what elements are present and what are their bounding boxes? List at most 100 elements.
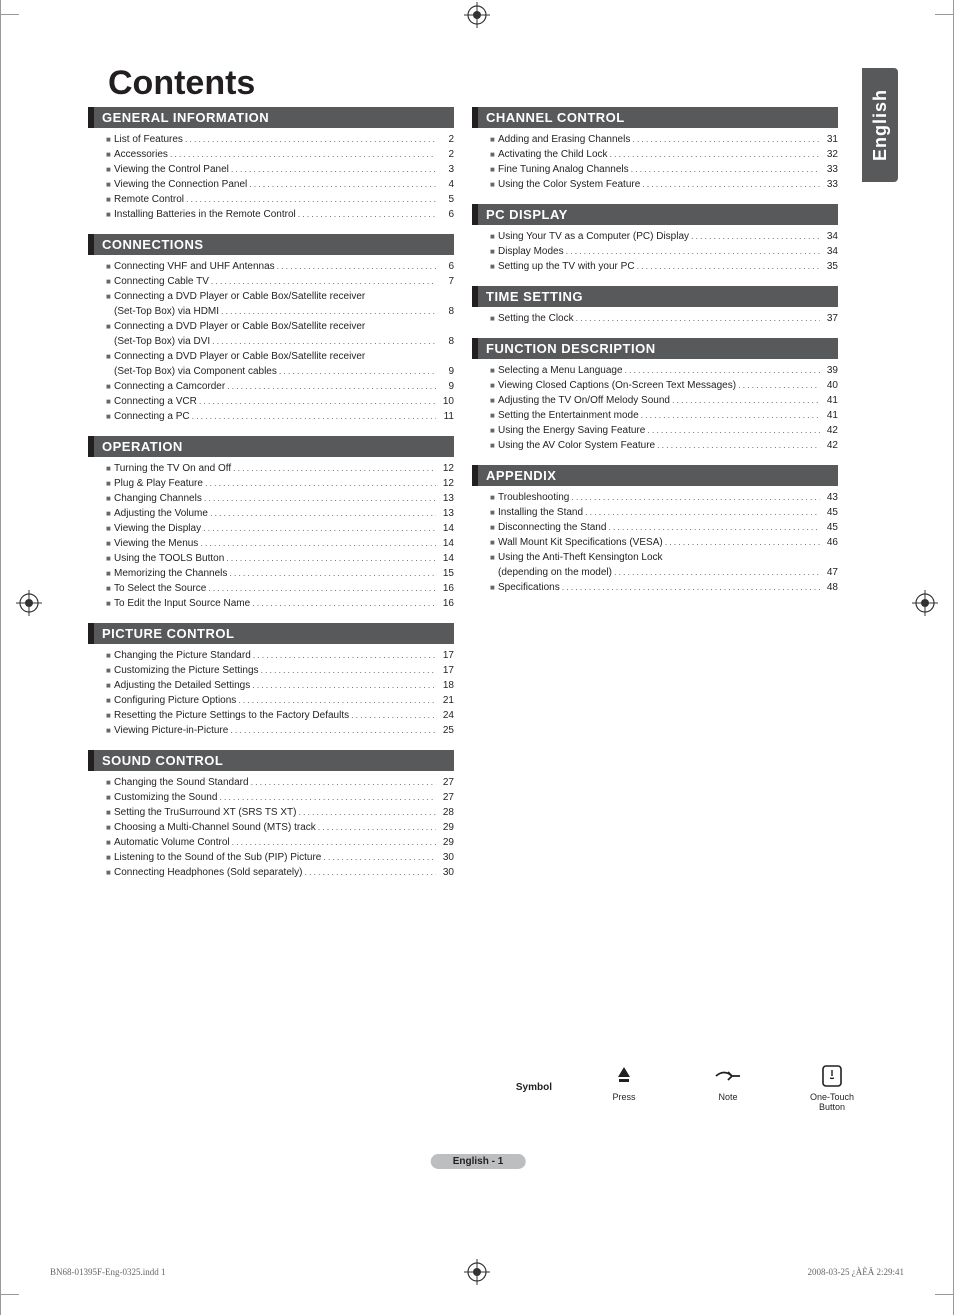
leader-dots: [302, 866, 436, 880]
leader-dots: [560, 581, 820, 595]
toc-item: ■Wall Mount Kit Specifications (VESA)46: [490, 535, 838, 550]
page-content: English Contents GENERAL INFORMATION■Lis…: [88, 64, 868, 1224]
section-header: SOUND CONTROL: [88, 750, 454, 771]
toc-page-number: 3: [436, 162, 454, 177]
toc-page-number: 46: [820, 535, 838, 550]
bullet-icon: ■: [106, 149, 114, 161]
toc-item: ■Installing Batteries in the Remote Cont…: [106, 207, 454, 222]
toc-label: Troubleshooting: [498, 490, 569, 505]
toc-page-number: 13: [436, 506, 454, 521]
toc-item: ■Installing the Stand45: [490, 505, 838, 520]
toc-item: ■Customizing the Picture Settings17: [106, 663, 454, 678]
toc-item: ■Resetting the Picture Settings to the F…: [106, 708, 454, 723]
leader-dots: [569, 491, 820, 505]
note-icon: [696, 1064, 760, 1088]
toc-label: Plug & Play Feature: [114, 476, 203, 491]
toc-label: Setting the Entertainment mode: [498, 408, 639, 423]
bullet-icon: ■: [106, 508, 114, 520]
leader-dots: [206, 582, 436, 596]
toc-item: ■Memorizing the Channels15: [106, 566, 454, 581]
toc-item: ■Viewing Closed Captions (On-Screen Text…: [490, 378, 838, 393]
toc-page-number: 16: [436, 581, 454, 596]
bullet-icon: ■: [106, 837, 114, 849]
toc-label: Listening to the Sound of the Sub (PIP) …: [114, 850, 321, 865]
leader-dots: [231, 462, 436, 476]
toc-item: ■Connecting VHF and UHF Antennas6: [106, 259, 454, 274]
leader-dots: [217, 791, 436, 805]
toc-page-number: 33: [820, 177, 838, 192]
toc-item: ■Listening to the Sound of the Sub (PIP)…: [106, 850, 454, 865]
toc-item: ■Adjusting the Volume13: [106, 506, 454, 521]
bullet-icon: ■: [490, 164, 498, 176]
leader-dots: [296, 208, 436, 222]
toc-item: ■Setting the Entertainment mode41: [490, 408, 838, 423]
page-number-pill: English - 1: [431, 1154, 526, 1169]
toc-item-list: ■Connecting VHF and UHF Antennas6■Connec…: [88, 255, 454, 430]
leader-dots: [663, 536, 820, 550]
leader-dots: [349, 709, 436, 723]
toc-item: ■Fine Tuning Analog Channels33: [490, 162, 838, 177]
toc-page-number: 25: [436, 723, 454, 738]
toc-item: ■Viewing the Menus14: [106, 536, 454, 551]
toc-label: Installing the Stand: [498, 505, 583, 520]
leader-dots: [275, 260, 436, 274]
toc-item-list: ■Troubleshooting43■Installing the Stand4…: [472, 486, 838, 601]
crop-mark: [935, 1294, 953, 1295]
leader-dots: [608, 148, 820, 162]
toc-label: Connecting a DVD Player or Cable Box/Sat…: [114, 349, 454, 364]
page-number-footer: English - 1: [431, 1154, 526, 1169]
toc-page-number: 14: [436, 551, 454, 566]
toc-page-number: 40: [820, 378, 838, 393]
bullet-icon: ■: [106, 493, 114, 505]
toc-page-number: 29: [436, 820, 454, 835]
toc-label: Using the TOOLS Button: [114, 551, 224, 566]
bullet-icon: ■: [490, 246, 498, 258]
leader-dots: [229, 163, 436, 177]
bullet-icon: ■: [106, 209, 114, 221]
toc-label: Connecting a DVD Player or Cable Box/Sat…: [114, 289, 454, 304]
leader-dots: [736, 379, 820, 393]
leader-dots: [202, 492, 436, 506]
bullet-icon: ■: [490, 261, 498, 273]
bullet-icon: ■: [490, 395, 498, 407]
bullet-icon: ■: [490, 380, 498, 392]
bullet-icon: ■: [490, 149, 498, 161]
bullet-icon: ■: [106, 321, 114, 333]
toc-label: Connecting a Camcorder: [114, 379, 225, 394]
toc-page-number: 8: [436, 334, 454, 349]
toc-item: ■Customizing the Sound27: [106, 790, 454, 805]
toc-label: Connecting Headphones (Sold separately): [114, 865, 302, 880]
leader-dots: [277, 365, 436, 379]
leader-dots: [670, 394, 820, 408]
toc-item-list: ■Changing the Picture Standard17■Customi…: [88, 644, 454, 744]
bullet-icon: ■: [106, 807, 114, 819]
leader-dots: [689, 230, 820, 244]
footer-timestamp: 2008-03-25 ¿ÀÈÄ 2:29:41: [808, 1267, 905, 1277]
legend-item-press: Press: [592, 1064, 656, 1102]
legend-item-one-touch: One-Touch Button: [800, 1064, 864, 1112]
bullet-icon: ■: [490, 507, 498, 519]
leader-dots: [236, 694, 436, 708]
leader-dots: [183, 133, 436, 147]
page-title: Contents: [108, 64, 868, 103]
section-header: TIME SETTING: [472, 286, 838, 307]
toc-item: ■Connecting a DVD Player or Cable Box/Sa…: [106, 319, 454, 349]
toc-page-number: 2: [436, 147, 454, 162]
crop-mark: [935, 14, 953, 15]
toc-label: Wall Mount Kit Specifications (VESA): [498, 535, 663, 550]
toc-item: ■Activating the Child Lock32: [490, 147, 838, 162]
toc-item: ■Remote Control5: [106, 192, 454, 207]
legend-caption: Press: [592, 1092, 656, 1102]
bullet-icon: ■: [106, 583, 114, 595]
toc-label: Changing the Sound Standard: [114, 775, 249, 790]
toc-item: ■Viewing the Display14: [106, 521, 454, 536]
leader-dots: [184, 193, 436, 207]
leader-dots: [639, 409, 820, 423]
toc-item: ■Setting the Clock37: [490, 311, 838, 326]
toc-item: ■To Edit the Input Source Name16: [106, 596, 454, 611]
toc-item-list: ■List of Features2■Accessories2■Viewing …: [88, 128, 454, 228]
toc-page-number: 31: [820, 132, 838, 147]
toc-subline: (depending on the model)47: [490, 565, 838, 580]
bullet-icon: ■: [106, 261, 114, 273]
leader-dots: [630, 133, 820, 147]
